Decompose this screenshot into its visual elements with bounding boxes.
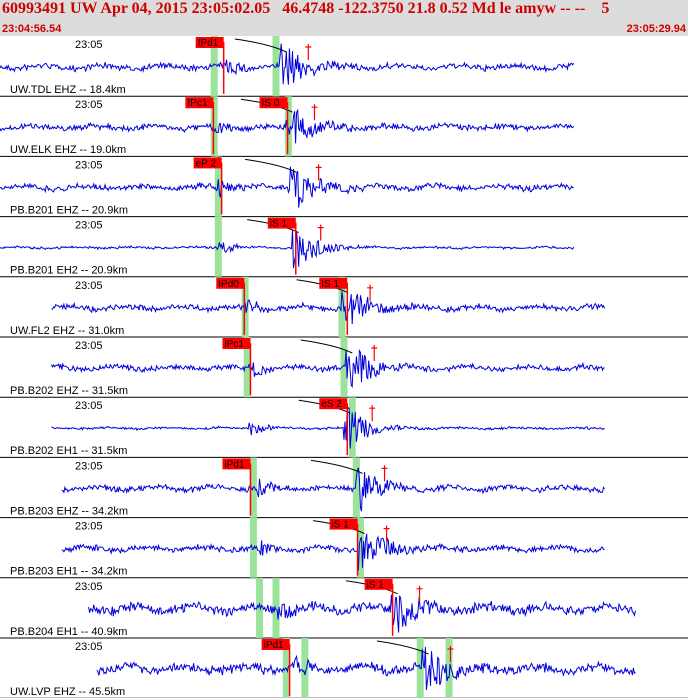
minute-tick-label: 23:05 [75,460,103,472]
pick-label: IPc1 [187,98,207,109]
amplitude-marker [369,405,376,422]
station-label: PB.B203 EH1 -- 34.2km [10,566,127,578]
waveform-trace [0,229,575,269]
header-bar: 60993491 UW Apr 04, 2015 23:05:02.05 46.… [0,0,688,36]
station-label: PB.B201 EHZ -- 20.9km [10,204,128,216]
end-time: 23:05:29.94 [626,23,686,35]
amplitude-marker [381,465,388,482]
travel-time-marker [301,638,309,698]
travel-time-marker [210,96,218,157]
travel-time-marker [356,517,364,578]
waveform-trace [0,166,574,208]
waveform-trace [96,646,636,691]
minute-tick-label: 23:05 [75,159,103,171]
pick-label: IS 1 [321,279,339,290]
pick-label: iS 1 [270,219,288,230]
station-label: PB.B203 EHZ -- 34.2km [10,505,128,517]
pick-box [216,277,245,289]
pick-label: iPd1 [264,640,284,651]
pick-label: eS 2 [321,399,342,410]
pick-box [222,458,251,470]
travel-time-marker [338,276,346,337]
pick-label: IPd0 [218,279,239,290]
station-label: PB.B202 EH1 -- 31.5km [10,445,127,457]
arrival-curve [300,339,353,354]
pick-box [195,37,224,48]
pick-label: iPd1 [224,459,244,470]
arrival-curve [376,640,429,655]
pick-box [364,578,393,590]
waveform-trace [61,533,605,571]
pick-label: eP 2 [196,158,217,169]
seismogram-plot: 23:05 IPd1 UW.TDL EHZ -- 18.4km 23:05 IPc1 IS… [0,36,688,698]
station-label: UW.FL2 EHZ -- 31.0km [10,325,124,337]
pick-box [185,97,214,109]
station-label: PB.B204 EH1 -- 40.9km [10,626,127,638]
travel-time-marker [272,577,280,638]
minute-tick-label: 23:05 [75,521,103,533]
pick-box [319,398,348,410]
pick-box [261,639,290,650]
start-time: 23:04:56.54 [2,23,62,35]
amplitude-marker [367,284,374,301]
station-label: PB.B201 EH2 -- 20.9km [10,265,127,277]
station-label: UW.TDL EHZ -- 18.4km [10,84,126,96]
waveform-trace [51,349,605,389]
minute-tick-label: 23:05 [75,220,103,232]
event-title: 60993491 UW Apr 04, 2015 23:05:02.05 46.… [2,0,610,17]
amplitude-marker [315,164,322,181]
minute-tick-label: 23:05 [75,39,103,51]
minute-tick-label: 23:05 [75,400,103,412]
pick-box [319,277,348,289]
travel-time-marker [256,577,264,638]
minute-tick-label: 23:05 [75,581,103,593]
travel-time-marker [348,397,356,458]
pick-label: iS 1 [367,580,385,591]
pick-box [329,518,358,530]
travel-time-marker [352,457,360,518]
pick-label: IS 0 [262,98,280,109]
pick-label: iS 1 [332,520,350,531]
amplitude-marker [305,44,312,60]
waveform-trace [51,406,605,449]
travel-time-marker [445,638,453,698]
station-label: UW.ELK EHZ -- 19.0km [10,144,126,156]
waveform-trace [0,43,575,85]
amplitude-marker [416,585,423,602]
pick-box [259,97,288,109]
amplitude-marker [383,525,390,542]
pick-box [267,217,296,229]
minute-tick-label: 23:05 [75,641,103,653]
pick-box [222,338,251,349]
amplitude-marker [371,345,378,361]
arrival-curve [234,38,287,53]
minute-tick-label: 23:05 [75,99,103,111]
station-label: PB.B202 EHZ -- 31.5km [10,385,128,397]
waveform-trace [61,467,605,512]
pick-box [193,157,222,169]
arrival-curve [245,158,297,173]
minute-tick-label: 23:05 [75,280,103,292]
waveform-trace [51,291,606,325]
amplitude-marker [447,646,454,662]
travel-time-marker [210,36,218,97]
waveform-trace [88,594,636,633]
amplitude-marker [311,104,318,121]
pick-label: iPc1 [224,339,244,350]
travel-time-marker [340,337,348,398]
minute-tick-label: 23:05 [75,340,103,352]
station-label: UW.LVP EHZ -- 45.5km [10,686,125,698]
arrival-curve [310,459,363,474]
amplitude-marker [317,224,324,241]
pick-label: IPd1 [198,38,219,49]
travel-time-marker [284,96,292,157]
